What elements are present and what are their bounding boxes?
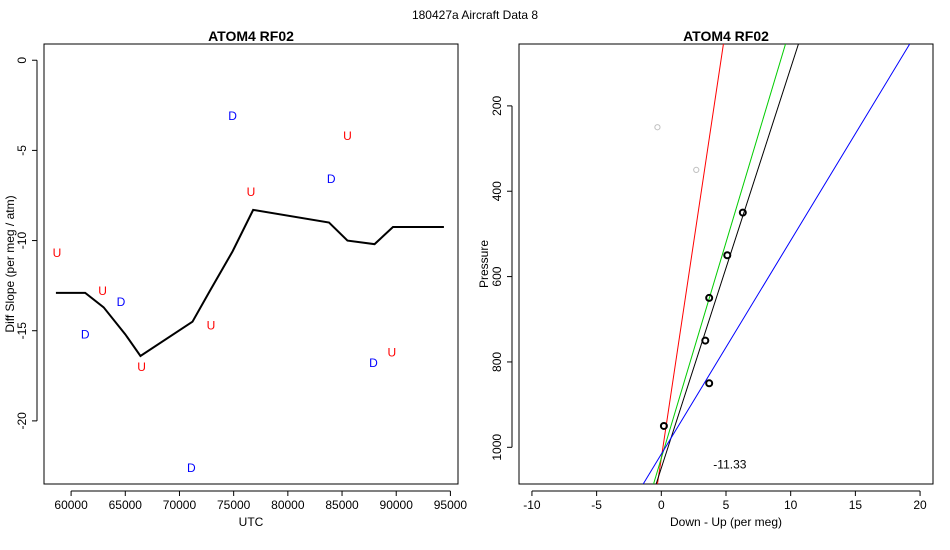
left-x-tick-label: 85000 [325,498,359,512]
left-y-tick-label: 0 [15,57,29,64]
up-marker: U [343,129,352,143]
right-points-layer [654,124,747,430]
left-chart-title: ATOM4 RF02 [208,28,294,44]
data-point [659,421,668,430]
left-y-tick-label: -15 [15,322,29,340]
right-chart: ATOM4 RF02 Down - Up (per meg) Pressure … [477,28,934,529]
up-marker: U [53,246,62,260]
data-point [705,379,714,388]
figure-suptitle: 180427a Aircraft Data 8 [412,8,538,22]
left-x-tick-label: 95000 [434,498,468,512]
right-y-tick-label: 800 [490,352,504,372]
right-x-tick-label: 5 [723,498,730,512]
up-marker: U [98,284,107,298]
left-y-axis: 0 -5 -10 -15 -20 [15,57,38,430]
data-point [723,251,732,260]
right-x-tick-label: 20 [913,498,927,512]
right-y-tick-label: 1000 [490,434,504,461]
right-x-axis-label: Down - Up (per meg) [670,515,782,529]
right-x-tick-label: -5 [591,498,602,512]
right-y-tick-label: 200 [490,96,504,116]
left-y-tick-label: -10 [15,232,29,250]
left-chart: ATOM4 RF02 UTC Diff Slope (per meg / atm… [3,28,467,529]
right-fit-lines-layer [642,44,911,484]
right-x-tick-label: -10 [523,498,541,512]
down-marker: D [228,109,237,123]
left-y-tick-label: -5 [15,145,29,156]
right-y-axis-label: Pressure [477,240,491,288]
fit-line [655,44,799,484]
left-x-axis-label: UTC [239,515,264,529]
right-y-axis: 200 400 600 800 1000 [490,96,513,461]
right-y-tick-label: 600 [490,266,504,286]
right-x-tick-label: 0 [658,498,665,512]
right-annotation: -11.33 [713,457,746,471]
excluded-point [693,166,700,173]
down-marker: D [187,461,196,475]
right-y-tick-label: 400 [490,181,504,201]
fit-line [642,44,911,484]
down-marker: D [327,172,336,186]
data-point [738,208,747,217]
up-marker: U [247,185,256,199]
right-chart-title: ATOM4 RF02 [683,28,769,44]
data-point [705,293,714,302]
fit-line [653,44,786,484]
left-x-tick-label: 80000 [271,498,305,512]
right-x-tick-label: 15 [849,498,863,512]
up-marker: U [207,318,216,332]
left-y-axis-label: Diff Slope (per meg / atm) [3,195,17,332]
down-marker: D [81,327,90,341]
down-marker: D [117,295,126,309]
left-plot-frame [43,43,459,485]
left-x-tick-label: 75000 [217,498,251,512]
left-x-axis: 60000 65000 70000 75000 80000 85000 90000 95000 [54,490,468,512]
down-marker: D [369,356,378,370]
left-x-tick-label: 60000 [54,498,88,512]
excluded-point [654,124,661,131]
left-y-tick-label: -20 [15,412,29,430]
up-marker: U [388,345,397,359]
fit-line [656,44,724,484]
left-series-line [55,208,444,358]
left-x-tick-label: 90000 [380,498,414,512]
right-plot-frame [518,43,934,485]
left-x-tick-label: 70000 [163,498,197,512]
up-marker: U [137,360,146,374]
data-point [701,336,710,345]
left-series-layer [55,208,444,358]
right-x-axis: -10 -5 0 5 10 15 20 [523,490,927,512]
right-x-tick-label: 10 [784,498,798,512]
left-x-tick-label: 65000 [109,498,143,512]
